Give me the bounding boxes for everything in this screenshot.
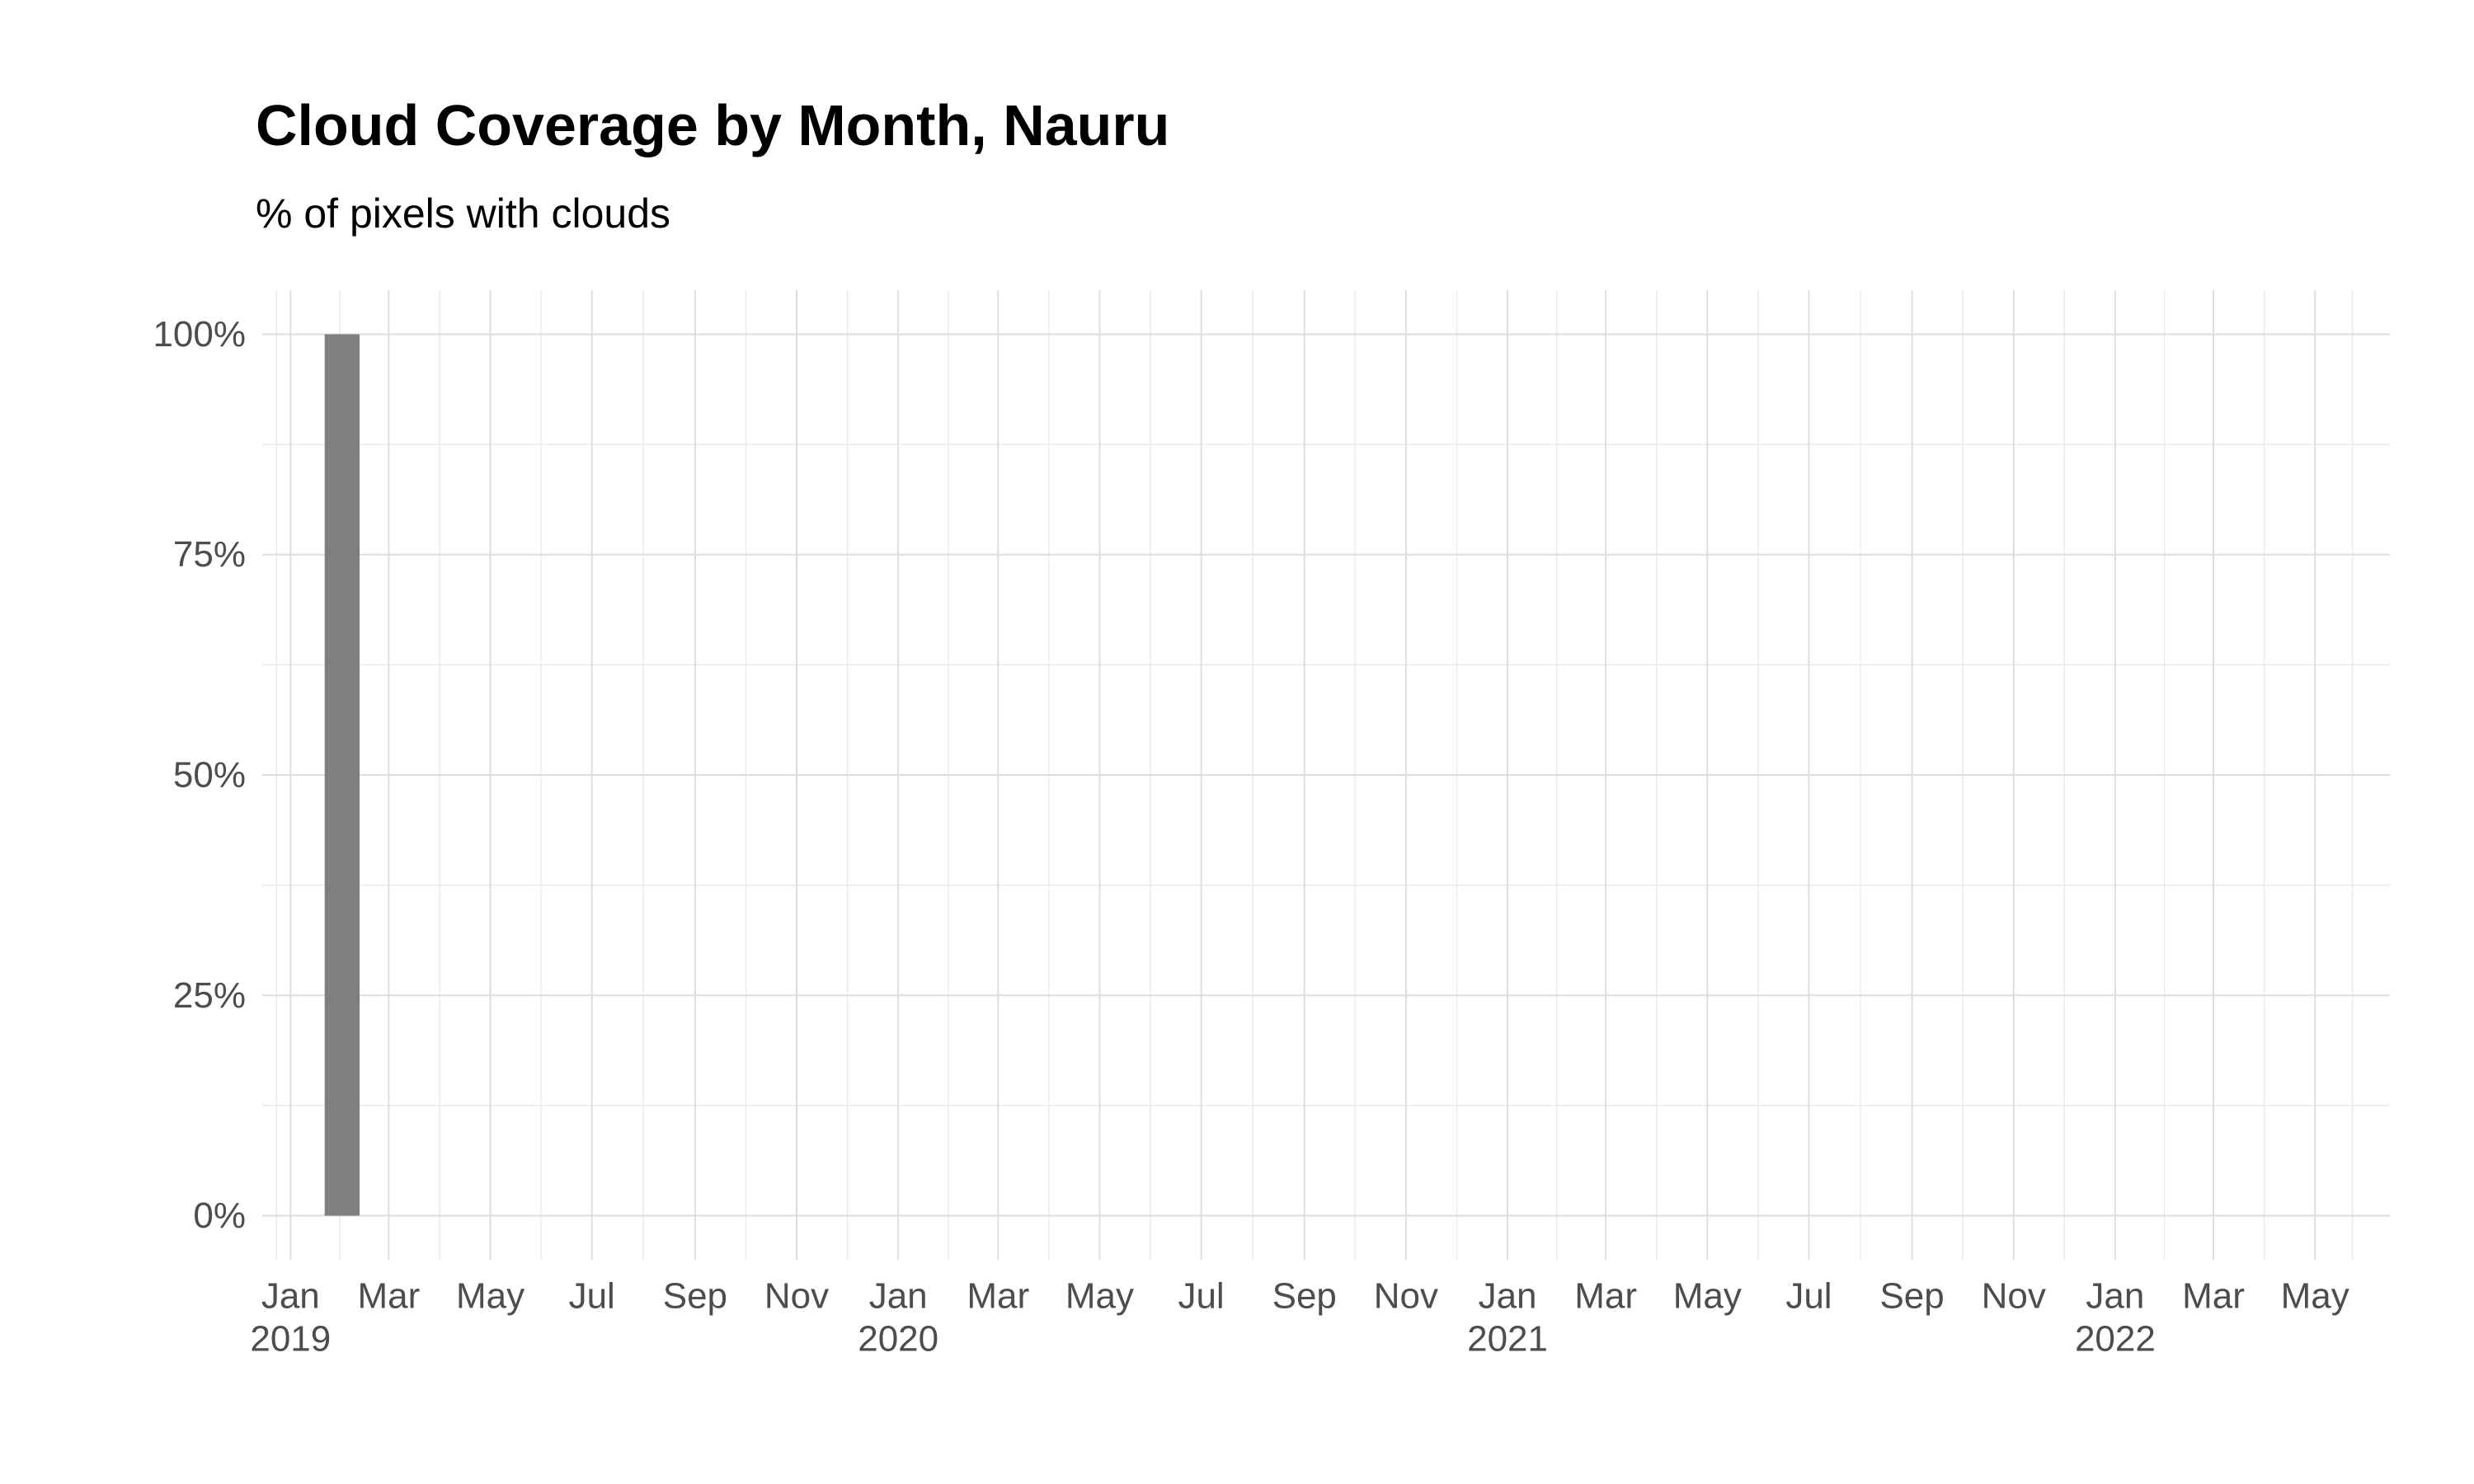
y-tick-label: 75% xyxy=(173,534,246,575)
x-tick-label: May xyxy=(2281,1276,2349,1317)
x-tick-label: Mar xyxy=(2182,1276,2245,1317)
x-tick-label: May xyxy=(456,1276,524,1317)
x-tick-label: Nov xyxy=(1982,1276,2046,1317)
x-tick-label: May xyxy=(1673,1276,1742,1317)
x-tick-label: Nov xyxy=(764,1276,829,1317)
chart-title: Cloud Coverage by Month, Nauru xyxy=(256,93,1170,157)
x-tick-year-label: 2022 xyxy=(2075,1319,2156,1360)
x-tick-label: Sep xyxy=(1879,1276,1944,1317)
x-tick-label: Mar xyxy=(1574,1276,1637,1317)
x-tick-label: Jan xyxy=(869,1276,928,1317)
x-tick-label: May xyxy=(1065,1276,1134,1317)
major-gridlines xyxy=(262,290,2390,1260)
x-tick-year-label: 2020 xyxy=(858,1319,938,1360)
y-tick-label: 50% xyxy=(173,755,246,796)
x-tick-label: Jan xyxy=(1479,1276,1537,1317)
x-tick-label: Jul xyxy=(1785,1276,1832,1317)
x-tick-label: Sep xyxy=(663,1276,727,1317)
chart-subtitle: % of pixels with clouds xyxy=(256,190,671,237)
y-tick-label: 100% xyxy=(153,314,246,355)
x-tick-label: Mar xyxy=(358,1276,421,1317)
x-tick-year-label: 2021 xyxy=(1467,1319,1548,1360)
x-tick-label: Jul xyxy=(1178,1276,1224,1317)
y-tick-label: 0% xyxy=(193,1195,246,1236)
x-tick-year-label: 2019 xyxy=(250,1319,331,1360)
y-tick-label: 25% xyxy=(173,975,246,1016)
x-tick-label: Jul xyxy=(569,1276,615,1317)
x-tick-label: Sep xyxy=(1272,1276,1337,1317)
x-tick-label: Jan xyxy=(2086,1276,2144,1317)
x-tick-label: Mar xyxy=(967,1276,1029,1317)
x-tick-label: Jan xyxy=(261,1276,320,1317)
x-tick-label: Nov xyxy=(1374,1276,1438,1317)
bars xyxy=(324,334,360,1216)
bar xyxy=(324,334,360,1216)
y-axis-tick-labels: 0% 25% 50% 75% 100% xyxy=(153,314,246,1236)
